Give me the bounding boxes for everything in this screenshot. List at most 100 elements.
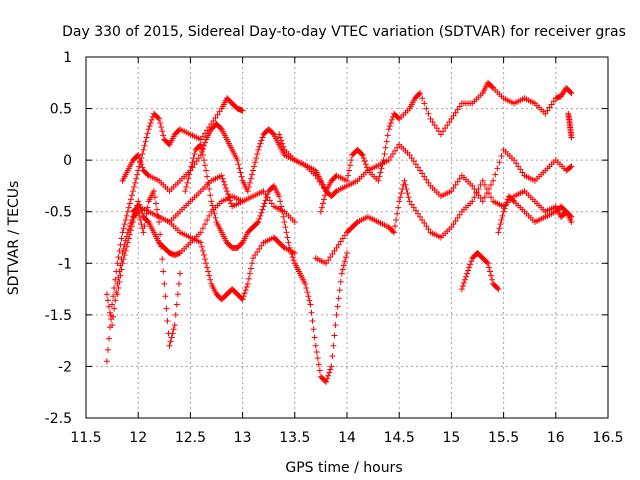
data-point — [193, 158, 200, 165]
data-point — [305, 293, 312, 300]
data-point — [362, 161, 369, 168]
data-point — [125, 204, 132, 211]
data-point — [463, 273, 470, 280]
data-point — [144, 171, 151, 178]
data-point — [252, 159, 259, 166]
data-point — [481, 194, 488, 201]
axis-ticks: 11.5 12 12.5 13 13.5 14 14.5 15 15.5 16 16.5 -2.5 -2… — [45, 50, 624, 446]
data-point — [452, 109, 459, 116]
data-point — [336, 287, 343, 294]
data-point — [316, 367, 323, 374]
data-point — [216, 108, 223, 115]
data-point — [469, 198, 476, 205]
data-point — [104, 297, 111, 304]
data-point — [280, 243, 287, 250]
data-point — [269, 130, 276, 137]
data-point — [568, 219, 575, 226]
data-point — [119, 229, 126, 236]
data-point — [335, 241, 342, 248]
data-point — [450, 184, 457, 191]
data-point — [250, 167, 257, 174]
data-point — [454, 178, 461, 185]
data-point — [250, 255, 257, 262]
data-point — [137, 158, 144, 165]
data-point — [260, 203, 267, 210]
data-point — [204, 127, 211, 134]
data-point — [464, 270, 471, 277]
data-point — [489, 276, 496, 283]
data-point — [189, 159, 196, 166]
data-point — [494, 285, 501, 292]
data-point — [429, 118, 436, 125]
data-point — [550, 98, 557, 105]
data-point — [417, 90, 424, 97]
data-point — [467, 261, 474, 268]
data-point — [310, 326, 317, 333]
data-point — [167, 338, 174, 345]
series-track-12 — [495, 193, 575, 236]
data-point — [402, 181, 409, 188]
data-point — [186, 171, 193, 178]
data-point — [278, 203, 285, 210]
data-point — [202, 139, 209, 146]
data-point — [247, 175, 254, 182]
data-point — [433, 125, 440, 132]
data-point — [503, 199, 510, 206]
data-point — [396, 198, 403, 205]
data-point — [202, 162, 209, 169]
data-point — [173, 301, 180, 308]
data-point — [353, 220, 360, 227]
data-point — [239, 296, 246, 303]
data-point — [442, 125, 449, 132]
data-point — [175, 280, 182, 287]
data-point — [156, 219, 163, 226]
data-point — [258, 242, 265, 249]
series-track-9 — [317, 79, 575, 215]
data-point — [390, 229, 397, 236]
data-point — [485, 264, 492, 271]
data-point — [115, 254, 122, 261]
data-point — [159, 256, 166, 263]
y-tick-label: -1.5 — [45, 308, 72, 324]
data-point — [160, 268, 167, 275]
data-point — [126, 200, 133, 207]
data-point — [151, 194, 158, 201]
data-point — [148, 116, 155, 123]
data-point — [290, 257, 297, 264]
data-point — [419, 95, 426, 102]
data-point — [337, 278, 344, 285]
data-point — [208, 121, 215, 128]
data-point — [437, 131, 444, 138]
data-point — [348, 157, 355, 164]
data-point — [131, 214, 138, 221]
data-point — [324, 375, 331, 382]
data-point — [268, 200, 275, 207]
data-point — [105, 335, 112, 342]
data-point — [386, 123, 393, 130]
data-point — [163, 305, 170, 312]
data-point — [398, 190, 405, 197]
data-point — [145, 126, 152, 133]
data-point — [126, 231, 133, 238]
data-point — [112, 276, 119, 283]
data-point — [456, 103, 463, 110]
data-point — [120, 225, 127, 232]
data-point — [337, 238, 344, 245]
data-point — [200, 252, 207, 259]
data-point — [484, 260, 491, 267]
data-point — [329, 251, 336, 258]
data-point — [419, 216, 426, 223]
data-point — [259, 134, 266, 141]
data-point — [204, 264, 211, 271]
data-point — [440, 128, 447, 135]
data-point — [280, 213, 287, 220]
data-point — [183, 183, 190, 190]
data-point — [283, 229, 290, 236]
data-point — [123, 212, 130, 219]
data-point — [199, 225, 206, 232]
data-point — [226, 194, 233, 201]
data-point — [188, 163, 195, 170]
data-point — [202, 221, 209, 228]
data-point — [253, 155, 260, 162]
